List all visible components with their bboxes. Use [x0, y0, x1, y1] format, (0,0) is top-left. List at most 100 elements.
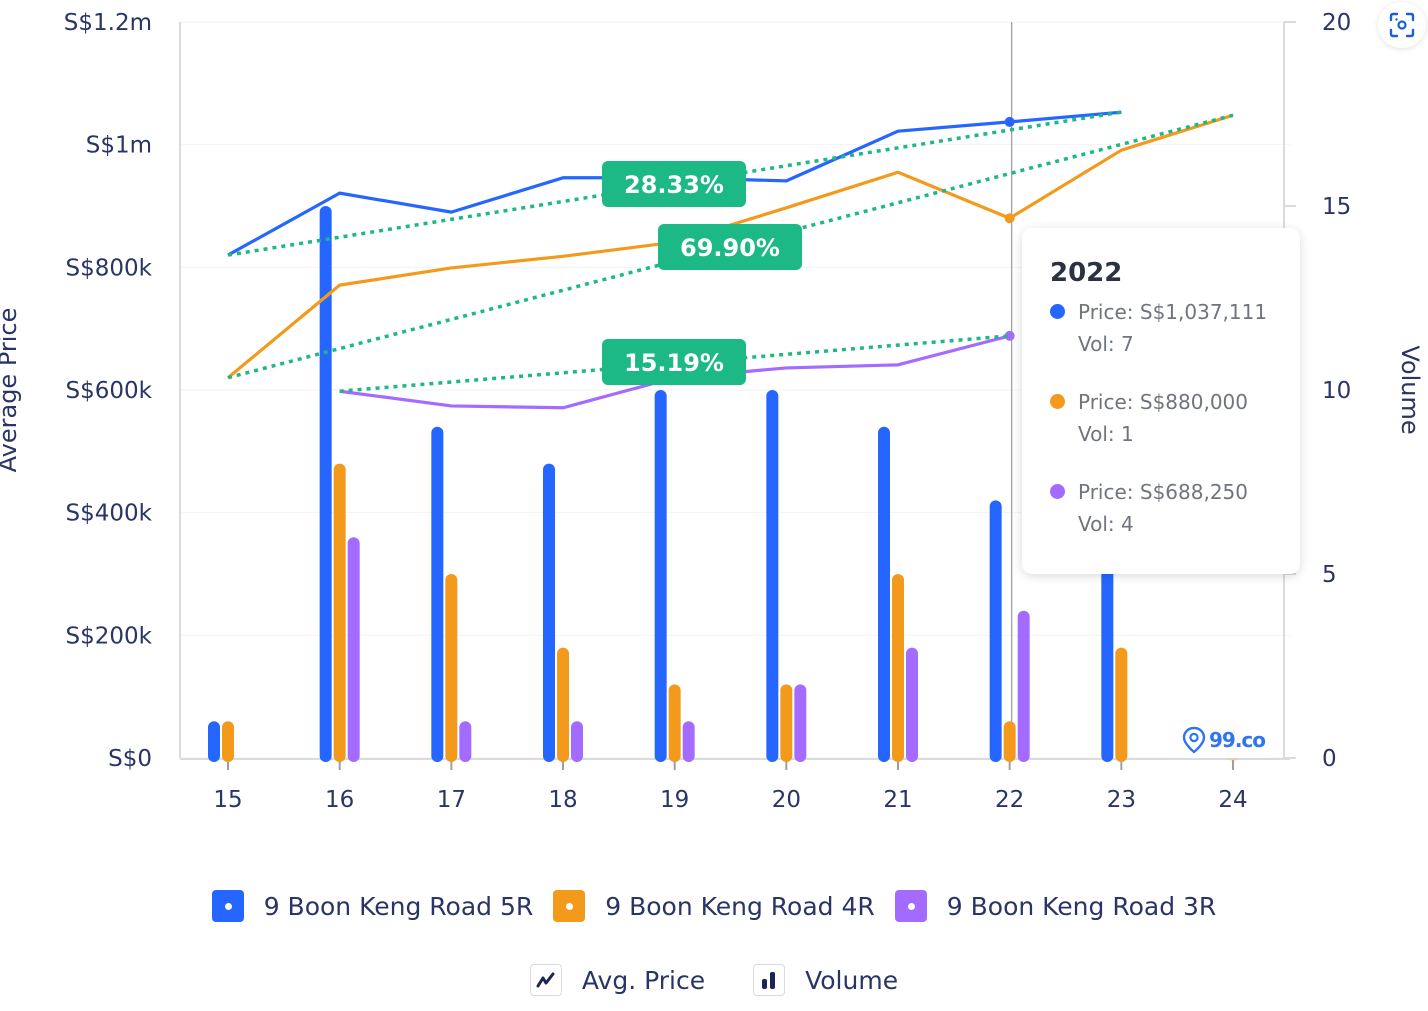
- volume-bar: [1017, 610, 1030, 762]
- y-right-tick-label: 20: [1322, 10, 1351, 36]
- tooltip-item: Price: S$880,000 Vol: 1: [1050, 386, 1300, 450]
- y-axis-left: S$0 S$200k S$400k S$600k S$800k S$1m S$1.2m: [64, 10, 153, 772]
- location-pin-icon: [1182, 726, 1206, 754]
- trend-badge-label: 15.19%: [624, 349, 724, 377]
- volume-bar: [543, 463, 555, 762]
- y-left-tick-label: S$800k: [66, 255, 153, 281]
- volume-bar: [668, 684, 681, 762]
- volume-bar: [347, 537, 360, 762]
- volume-bar: [878, 426, 890, 762]
- hover-point: [1004, 213, 1015, 224]
- volume-bar: [431, 426, 444, 762]
- volume-bar: [1003, 721, 1016, 762]
- tooltip-item: Price: S$688,250 Vol: 4: [1050, 476, 1300, 540]
- legend-label: 9 Boon Keng Road 4R: [605, 891, 875, 921]
- volume-bar: [892, 574, 904, 762]
- x-tick-label: 24: [1218, 787, 1247, 813]
- tooltip-price: Price: S$1,037,111: [1078, 300, 1268, 324]
- volume-bar: [319, 206, 332, 762]
- legend-volume-toggle[interactable]: Volume: [753, 964, 898, 996]
- legend-types: Avg. Price Volume: [0, 964, 1428, 996]
- x-tick-label: 23: [1107, 787, 1136, 813]
- hover-point: [1004, 330, 1015, 341]
- tooltip-item: Price: S$1,037,111 Vol: 7: [1050, 296, 1300, 360]
- legend-avg-price-toggle[interactable]: Avg. Price: [529, 964, 706, 996]
- trend-line: [227, 113, 1234, 380]
- trend-badge: [658, 224, 802, 270]
- series-dot-icon: [1050, 394, 1065, 409]
- tooltip-volume: Vol: 4: [1078, 512, 1134, 536]
- volume-bars: [208, 206, 1239, 762]
- legend-series: 9 Boon Keng Road 5R 9 Boon Keng Road 4R …: [0, 890, 1428, 922]
- volume-bar: [208, 721, 220, 762]
- x-tick-label: 15: [213, 787, 242, 813]
- y-left-tick-label: S$1m: [86, 133, 152, 159]
- legend-swatch-icon: [894, 890, 927, 922]
- x-axis: 15 16 17 18 19 20 21 22 23 24: [213, 787, 1247, 813]
- tooltip-title: 2022: [1050, 258, 1123, 288]
- y-right-tick-label: 10: [1322, 378, 1351, 404]
- y-left-tick-label: S$1.2m: [64, 10, 152, 36]
- tooltip-price: Price: S$880,000: [1078, 390, 1249, 414]
- y-left-tick-label: S$400k: [66, 501, 153, 527]
- legend-item-3r[interactable]: 9 Boon Keng Road 3R: [894, 890, 1217, 922]
- legend-swatch-icon: [211, 890, 244, 922]
- line-chart-icon: [529, 964, 562, 996]
- x-tick-label: 20: [772, 787, 801, 813]
- y-right-tick-label: 0: [1322, 746, 1337, 772]
- y-axis-right: 0 5 10 15 20: [1322, 10, 1351, 772]
- bar-chart-icon: [753, 964, 786, 996]
- volume-bar: [557, 647, 569, 762]
- y-left-tick-label: S$0: [108, 746, 152, 772]
- series-dot-icon: [1050, 304, 1065, 319]
- x-tick-label: 18: [548, 787, 577, 813]
- volume-bar: [459, 721, 472, 762]
- legend-swatch-icon: [553, 890, 586, 922]
- volume-bar: [1115, 647, 1128, 762]
- legend-label: 9 Boon Keng Road 5R: [263, 891, 534, 921]
- volume-bar: [780, 684, 793, 762]
- volume-bar: [222, 721, 234, 762]
- watermark-logo: 99.co: [1182, 722, 1268, 758]
- legend-label: 9 Boon Keng Road 3R: [946, 891, 1217, 921]
- tooltip: 2022 Price: S$1,037,111 Vol: 7 Price: S$…: [1022, 228, 1300, 574]
- watermark-text: 99.co: [1209, 728, 1266, 752]
- x-tick-label: 19: [660, 787, 689, 813]
- scan-icon: [1389, 12, 1415, 38]
- volume-bar: [794, 684, 807, 762]
- legend-item-4r[interactable]: 9 Boon Keng Road 4R: [553, 890, 875, 922]
- hover-point: [1004, 116, 1015, 127]
- x-tick-label: 17: [437, 787, 466, 813]
- volume-bar: [333, 463, 346, 762]
- volume-bar: [682, 721, 695, 762]
- x-tick-label: 22: [995, 787, 1024, 813]
- legend-label: Volume: [805, 965, 899, 995]
- y-left-tick-label: S$600k: [66, 378, 153, 404]
- volume-bar: [766, 390, 779, 762]
- volume-bar: [1101, 537, 1114, 762]
- volume-bar: [989, 500, 1002, 762]
- tooltip-volume: Vol: 1: [1078, 422, 1134, 446]
- trend-badge-label: 28.33%: [624, 171, 724, 199]
- volume-bar: [445, 574, 458, 762]
- y-axis-right-title: Volume: [1396, 345, 1424, 434]
- x-tick-label: 21: [883, 787, 912, 813]
- y-right-tick-label: 5: [1322, 562, 1337, 588]
- scan-button[interactable]: [1378, 2, 1426, 48]
- legend-item-5r[interactable]: 9 Boon Keng Road 5R: [211, 890, 534, 922]
- trend-badges: 28.33% 69.90% 15.19%: [602, 161, 802, 385]
- y-left-tick-label: S$200k: [66, 623, 153, 649]
- tooltip-price: Price: S$688,250: [1078, 480, 1249, 504]
- trend-badge: [602, 339, 746, 385]
- trend-badge-label: 69.90%: [680, 234, 780, 262]
- y-right-tick-label: 15: [1322, 194, 1351, 220]
- series-dot-icon: [1050, 484, 1065, 499]
- trend-badge: [602, 161, 746, 207]
- volume-bar: [571, 721, 583, 762]
- y-axis-left-title: Average Price: [0, 308, 22, 473]
- legend-label: Avg. Price: [581, 965, 706, 995]
- volume-bar: [906, 647, 918, 762]
- tooltip-volume: Vol: 7: [1078, 332, 1134, 356]
- volume-bar: [654, 390, 667, 762]
